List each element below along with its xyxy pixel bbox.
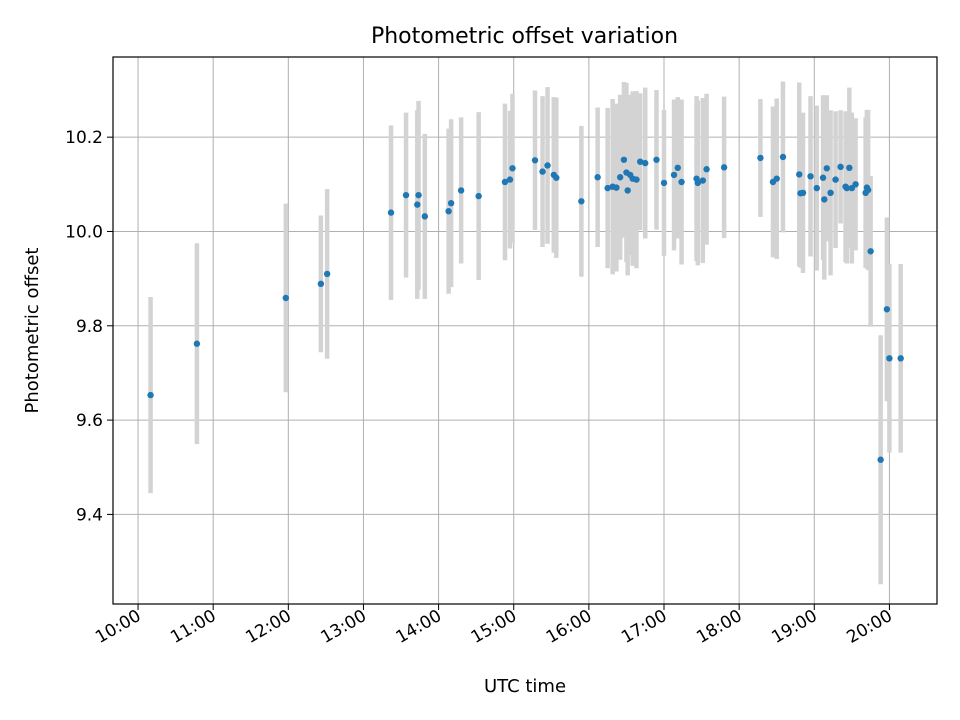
data-point xyxy=(813,184,820,192)
data-point xyxy=(616,174,624,181)
y-tick-label: 9.6 xyxy=(76,411,103,431)
y-axis-ticks: 9.4 9.6 9.8 10.0 10.2 xyxy=(65,128,113,525)
y-tick-label: 10.0 xyxy=(65,222,103,242)
data-point xyxy=(457,187,465,194)
data-point xyxy=(637,158,644,165)
data-point xyxy=(509,165,516,172)
data-point xyxy=(757,154,764,162)
data-point xyxy=(699,177,707,184)
data-point xyxy=(821,196,828,203)
data-point xyxy=(147,391,154,399)
y-tick-label: 10.2 xyxy=(65,128,103,148)
data-point xyxy=(501,178,509,186)
data-point xyxy=(193,340,201,347)
data-point xyxy=(703,166,710,173)
data-points xyxy=(147,153,904,463)
x-axis-label: UTC time xyxy=(484,676,566,697)
data-point xyxy=(613,184,620,191)
data-point xyxy=(642,159,649,167)
data-point xyxy=(823,165,830,172)
data-point xyxy=(539,168,546,175)
data-point xyxy=(604,184,611,192)
data-point xyxy=(827,189,834,197)
data-point xyxy=(843,184,851,192)
chart-title: Photometric offset variation xyxy=(371,24,678,49)
data-point xyxy=(867,248,874,255)
data-point xyxy=(475,192,482,200)
data-point xyxy=(531,157,539,164)
data-point xyxy=(832,176,839,183)
data-point xyxy=(578,198,585,205)
data-point xyxy=(445,207,452,215)
data-point xyxy=(421,213,429,220)
data-point xyxy=(674,164,681,172)
data-point xyxy=(506,176,514,183)
data-point xyxy=(594,174,601,181)
data-point xyxy=(799,189,807,197)
data-point xyxy=(323,270,331,278)
data-point xyxy=(819,174,827,181)
data-point xyxy=(553,174,560,181)
data-point xyxy=(807,173,814,180)
data-point xyxy=(633,176,640,183)
data-point xyxy=(415,191,422,199)
data-point xyxy=(402,191,410,199)
y-tick-label: 9.8 xyxy=(76,317,103,337)
data-point xyxy=(660,179,668,187)
y-axis-label: Photometric offset xyxy=(22,248,43,414)
data-point xyxy=(620,156,628,163)
data-point xyxy=(317,280,325,288)
data-point xyxy=(544,162,551,169)
data-point xyxy=(653,156,660,163)
data-point xyxy=(852,181,859,188)
plot-frame xyxy=(112,56,938,605)
data-point xyxy=(796,171,803,178)
data-point xyxy=(883,306,891,313)
data-point xyxy=(779,153,787,161)
data-point xyxy=(678,178,685,186)
data-point xyxy=(387,209,395,216)
data-point xyxy=(282,294,290,302)
data-point xyxy=(670,171,678,179)
data-point xyxy=(864,186,872,194)
data-point xyxy=(447,199,455,207)
data-point xyxy=(694,179,702,187)
y-tick-label: 9.4 xyxy=(76,505,103,525)
data-point xyxy=(886,355,893,362)
data-point xyxy=(846,164,853,172)
data-point xyxy=(720,164,728,171)
data-point xyxy=(414,201,421,208)
data-point xyxy=(877,456,884,463)
data-point xyxy=(897,355,904,362)
data-point xyxy=(624,187,631,194)
data-point xyxy=(837,163,844,171)
data-point xyxy=(773,175,780,182)
